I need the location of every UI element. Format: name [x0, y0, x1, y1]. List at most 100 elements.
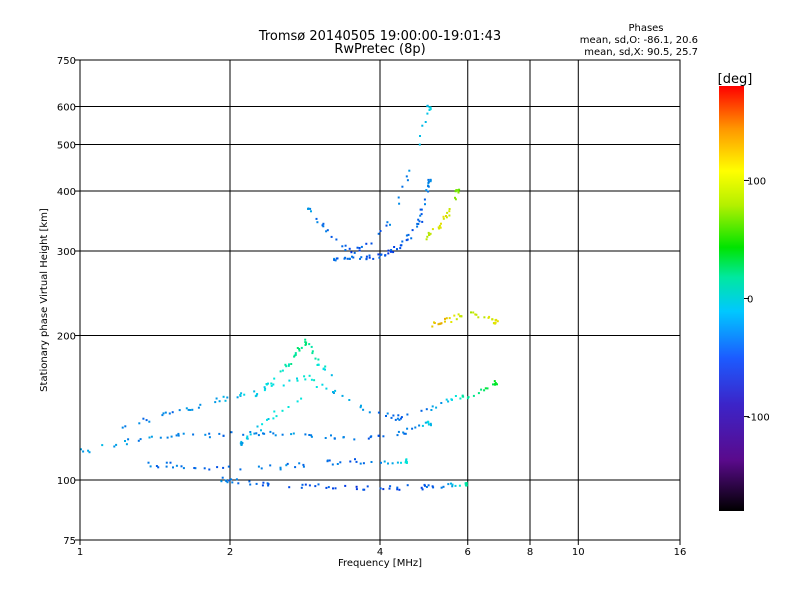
- data-point: [263, 386, 266, 389]
- data-point: [421, 488, 424, 491]
- data-point: [440, 486, 443, 489]
- data-point: [137, 439, 140, 442]
- data-point: [169, 461, 172, 464]
- data-point: [314, 357, 317, 360]
- data-point: [275, 415, 278, 418]
- data-point: [386, 221, 389, 224]
- colorbar-tick-label: 0: [747, 295, 753, 306]
- data-point: [432, 486, 435, 489]
- data-point: [360, 404, 362, 407]
- data-point: [124, 440, 126, 442]
- data-point: [383, 460, 386, 463]
- data-point: [442, 217, 445, 220]
- data-point: [410, 237, 413, 240]
- data-point: [322, 222, 325, 225]
- data-point: [353, 438, 356, 441]
- data-point: [327, 486, 330, 489]
- data-point: [293, 355, 296, 358]
- data-point: [405, 234, 408, 237]
- data-point: [310, 345, 313, 348]
- data-point: [330, 374, 333, 377]
- data-point: [322, 225, 325, 228]
- data-point: [386, 412, 389, 415]
- data-point: [261, 423, 264, 426]
- data-point: [255, 482, 258, 485]
- data-point: [360, 256, 363, 259]
- data-point: [390, 416, 393, 419]
- data-point: [168, 412, 171, 415]
- data-point: [420, 208, 423, 211]
- data-point: [273, 410, 276, 413]
- data-point: [442, 485, 445, 488]
- data-point: [325, 230, 328, 233]
- data-point: [424, 484, 426, 487]
- data-point: [239, 468, 242, 471]
- data-point: [450, 321, 453, 323]
- data-point: [440, 322, 443, 325]
- data-point: [388, 487, 391, 490]
- data-point: [208, 468, 211, 471]
- data-point: [204, 433, 207, 436]
- data-point: [494, 382, 497, 384]
- data-point: [379, 230, 382, 232]
- data-point: [359, 257, 361, 260]
- y-tick-label: 75: [63, 536, 76, 547]
- data-point: [448, 208, 451, 210]
- data-point: [255, 432, 258, 435]
- data-point: [493, 380, 496, 383]
- data-point: [164, 411, 167, 414]
- data-point: [344, 249, 347, 251]
- data-point: [246, 435, 249, 438]
- data-point: [453, 314, 456, 317]
- data-point: [180, 465, 183, 468]
- data-point: [358, 249, 361, 252]
- data-point: [101, 444, 104, 447]
- data-point: [378, 256, 381, 259]
- data-point: [87, 449, 90, 452]
- data-point: [248, 480, 251, 483]
- data-point: [418, 220, 421, 223]
- data-point: [444, 317, 446, 320]
- data-point: [474, 313, 477, 316]
- data-point: [445, 216, 448, 219]
- x-tick-label: 8: [527, 547, 533, 558]
- data-point: [218, 432, 221, 435]
- data-point: [348, 399, 351, 401]
- data-point: [182, 432, 185, 435]
- data-point: [231, 481, 234, 484]
- data-point: [220, 480, 223, 483]
- data-point: [296, 400, 299, 403]
- data-point: [263, 389, 266, 392]
- data-point: [310, 378, 313, 381]
- data-point: [427, 231, 430, 234]
- data-point: [267, 483, 270, 486]
- data-point: [242, 433, 245, 436]
- data-point: [396, 486, 399, 489]
- data-point: [398, 488, 401, 491]
- data-point: [419, 214, 422, 217]
- data-point: [281, 409, 284, 412]
- data-point: [420, 213, 423, 216]
- data-point: [404, 432, 407, 435]
- data-point: [437, 226, 440, 229]
- data-point: [279, 466, 282, 469]
- data-point: [458, 188, 461, 191]
- data-point: [368, 411, 371, 414]
- data-point: [403, 432, 406, 435]
- data-point: [279, 468, 282, 471]
- data-point: [397, 414, 400, 417]
- data-point: [148, 420, 151, 423]
- chart-title: Tromsø 20140505 19:00:00-19:01:43: [258, 29, 501, 44]
- data-point: [222, 466, 225, 469]
- data-point: [342, 436, 345, 439]
- data-point: [316, 221, 319, 224]
- data-point: [335, 238, 338, 241]
- data-point: [480, 388, 483, 391]
- data-point: [424, 421, 427, 424]
- data-point: [290, 363, 293, 365]
- data-point: [256, 425, 259, 428]
- data-point: [182, 467, 185, 470]
- data-point: [427, 184, 430, 187]
- data-point: [459, 397, 462, 400]
- data-point: [302, 465, 305, 468]
